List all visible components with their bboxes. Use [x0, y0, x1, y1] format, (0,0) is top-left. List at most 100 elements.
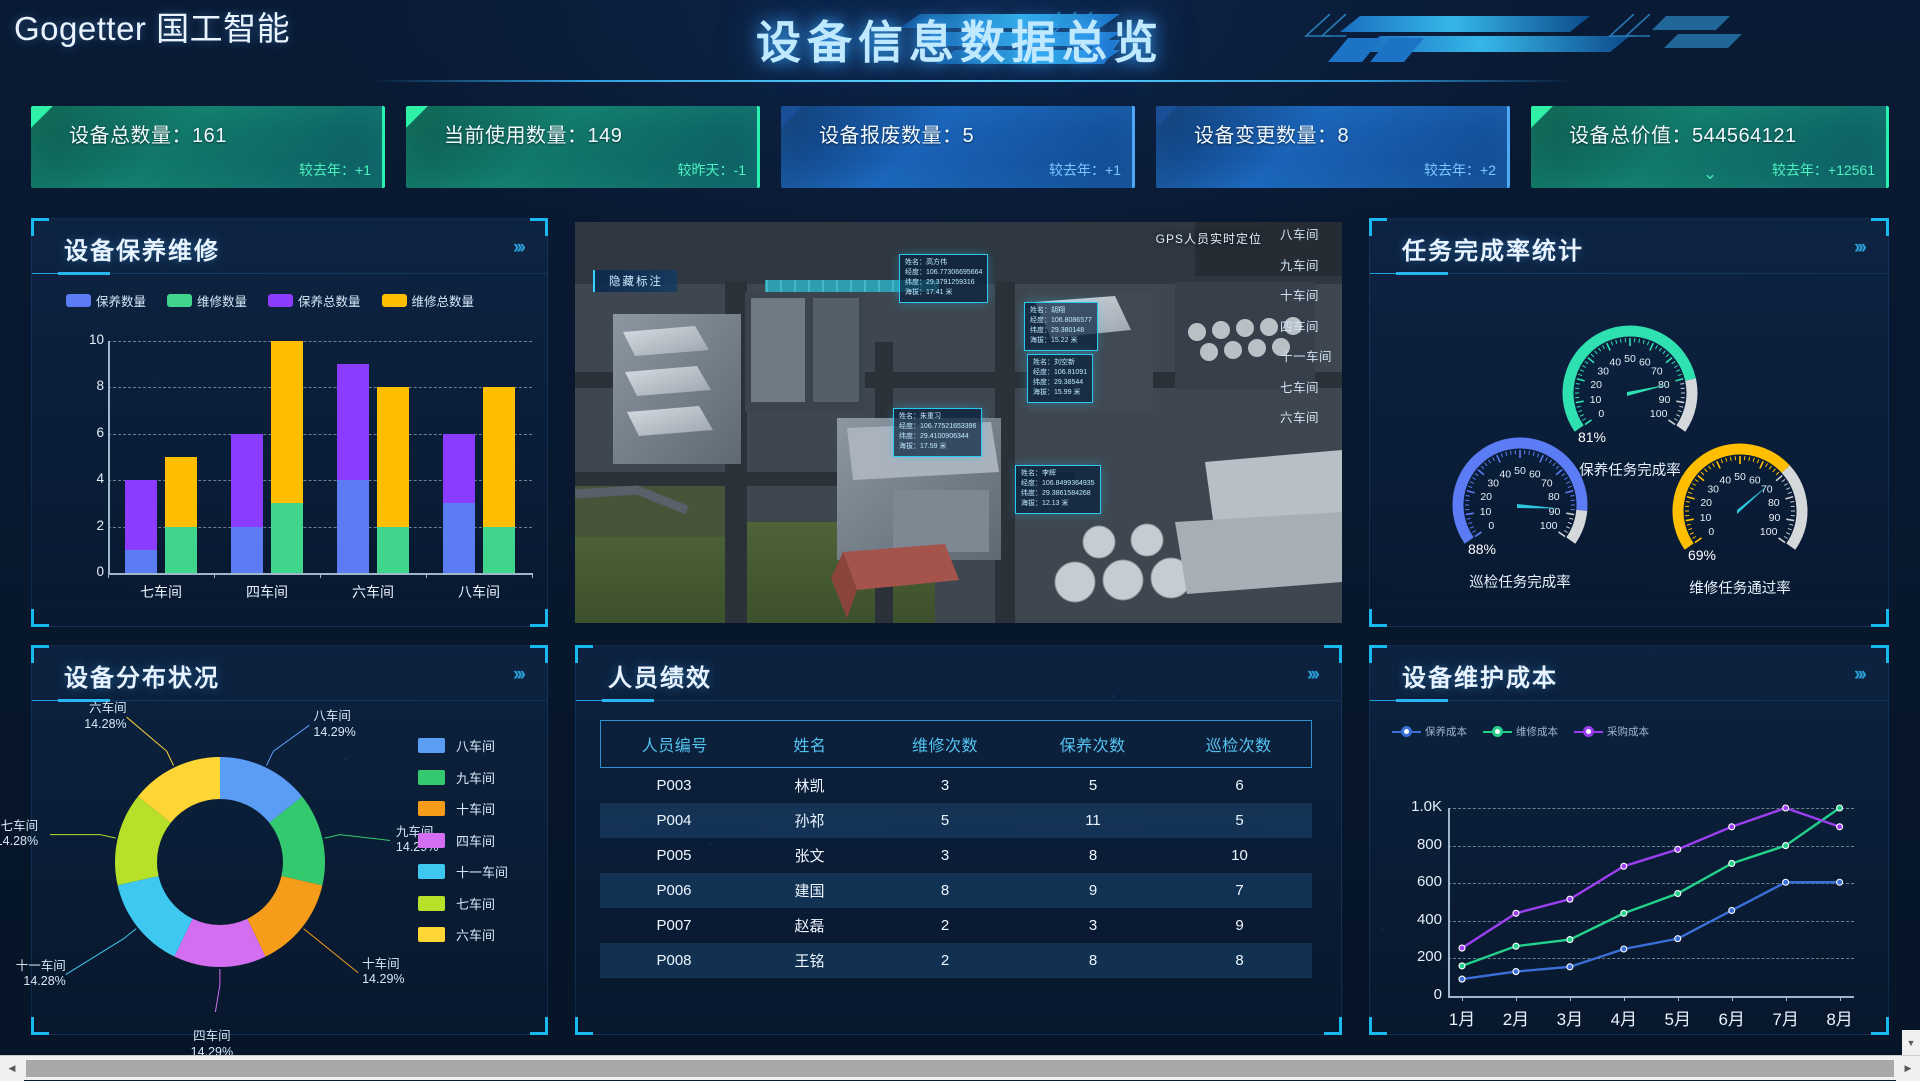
panel-more-button[interactable]: ››› — [1854, 237, 1864, 259]
legend-swatch — [418, 833, 445, 848]
card-edge-accent — [1507, 106, 1510, 188]
legend-item[interactable]: 十一车间 — [418, 862, 508, 881]
workshop-list-item[interactable]: 九车间 — [1280, 255, 1332, 274]
gauge-tick-label: 10 — [1700, 512, 1712, 524]
card-corner-accent — [1156, 106, 1178, 128]
panel-title: 人员绩效 — [608, 658, 712, 693]
table-cell: 3 — [871, 777, 1019, 794]
line-data-point — [1729, 907, 1735, 913]
y-axis-tick-label: 8 — [82, 378, 104, 393]
x-axis-tick — [426, 573, 427, 578]
table-cell: 10 — [1167, 847, 1312, 864]
scrollbar-thumb[interactable] — [26, 1060, 1894, 1077]
scroll-down-arrow-icon[interactable]: ▼ — [1902, 1030, 1920, 1055]
horizontal-scrollbar[interactable]: ◀ ▶ — [0, 1055, 1920, 1080]
workshop-list-item[interactable]: 八车间 — [1280, 224, 1332, 243]
x-axis-category-label: 七车间 — [121, 582, 201, 602]
kpi-delta: 较去年：+12561 — [1772, 160, 1875, 180]
legend-label: 四车间 — [456, 831, 495, 850]
legend-item[interactable]: 六车间 — [418, 925, 508, 944]
header-decoration-right — [1030, 0, 1790, 86]
header-decoration-left — [360, 0, 1120, 86]
chevron-down-icon[interactable]: ⌄ — [1703, 165, 1717, 182]
table-cell: 3 — [871, 847, 1019, 864]
legend-item[interactable]: 十车间 — [418, 799, 508, 818]
table-cell: 2 — [871, 917, 1019, 934]
table-column-header: 保养次数 — [1019, 732, 1167, 756]
workshop-list-item[interactable]: 七车间 — [1280, 377, 1332, 396]
table-cell: 8 — [1019, 847, 1167, 864]
line-data-point — [1729, 824, 1735, 830]
panel-more-button[interactable]: ››› — [1307, 664, 1317, 686]
scroll-right-arrow-icon[interactable]: ▶ — [1896, 1056, 1920, 1081]
line-data-point — [1621, 946, 1627, 952]
table-column-header: 人员编号 — [601, 732, 749, 756]
x-axis-category-label: 2月 — [1490, 1005, 1542, 1030]
panel-more-button[interactable]: ››› — [513, 664, 523, 686]
legend-item[interactable]: 七车间 — [418, 894, 508, 913]
gauge-tick-label: 60 — [1749, 474, 1761, 486]
legend-item[interactable]: 八车间 — [418, 736, 508, 755]
card-corner-accent — [781, 106, 803, 128]
corner-bracket-icon — [31, 1017, 49, 1035]
line-series-保养成本 — [1462, 882, 1840, 979]
line-data-point — [1837, 805, 1843, 811]
line-data-point — [1513, 910, 1519, 916]
line-data-point — [1513, 943, 1519, 949]
workshop-list-item[interactable]: 六车间 — [1280, 407, 1332, 426]
x-axis-category-label: 1月 — [1436, 1005, 1488, 1030]
workshop-list-item[interactable]: 十一车间 — [1280, 346, 1332, 365]
table-cell: 林凯 — [748, 775, 871, 796]
card-corner-accent — [31, 106, 53, 128]
table-cell: 2 — [871, 952, 1019, 969]
gauge-tick-label: 20 — [1700, 497, 1712, 509]
table-cell: 9 — [1167, 917, 1312, 934]
x-axis-tick — [1516, 996, 1517, 1001]
table-column-header: 维修次数 — [871, 732, 1019, 756]
kpi-card-changed[interactable]: 设备变更数量：8 较去年：+2 — [1156, 106, 1510, 188]
legend-item[interactable]: 九车间 — [418, 768, 508, 787]
panel-header: 设备分布状况 ››› — [32, 646, 547, 700]
hide-annotations-button[interactable]: 隐藏标注 — [593, 270, 677, 292]
card-corner-accent — [1531, 106, 1553, 128]
bar-segment-repair-count — [483, 527, 515, 573]
dashboard-root: Gogetter 国工智能 — [0, 0, 1920, 1055]
x-axis-category-label: 四车间 — [227, 582, 307, 602]
map-annotation-tooltip: 姓名：刘空新 经度：106.81091 纬度：29.38544 海拔：15.99… — [1027, 354, 1093, 403]
line-series-采购成本 — [1462, 808, 1840, 948]
card-edge-accent — [382, 106, 385, 188]
kpi-card-total-value[interactable]: 设备总价值：544564121 ⌄ 较去年：+12561 — [1531, 106, 1889, 188]
x-axis-category-label: 8月 — [1814, 1005, 1866, 1030]
y-axis-line — [108, 341, 110, 574]
line-data-point — [1837, 824, 1843, 830]
scroll-left-arrow-icon[interactable]: ◀ — [0, 1056, 24, 1081]
table-cell: P003 — [600, 777, 748, 794]
line-data-point — [1567, 937, 1573, 943]
kpi-card-in-use[interactable]: 当前使用数量：149 较昨天：-1 — [406, 106, 760, 188]
workshop-list-item[interactable]: 四车间 — [1280, 316, 1332, 335]
workshop-list-item[interactable]: 十车间 — [1280, 285, 1332, 304]
brand-title: Gogetter 国工智能 — [14, 2, 290, 50]
line-data-point — [1459, 963, 1465, 969]
table-cell: P004 — [600, 812, 748, 829]
kpi-card-total-equipment[interactable]: 设备总数量：161 较去年：+1 — [31, 106, 385, 188]
table-cell: 8 — [1019, 952, 1167, 969]
table-cell: 8 — [871, 882, 1019, 899]
header: Gogetter 国工智能 — [0, 0, 1920, 86]
bar-segment-repair-count — [165, 527, 197, 573]
kpi-card-scrapped[interactable]: 设备报废数量：5 较去年：+1 — [781, 106, 1135, 188]
table-cell: 5 — [1167, 812, 1312, 829]
legend-item[interactable]: 四车间 — [418, 831, 508, 850]
y-axis-tick-label: 2 — [82, 518, 104, 533]
kpi-title: 当前使用数量：149 — [444, 119, 622, 148]
gauge-tick-label: 0 — [1708, 526, 1714, 538]
gps-map-panel[interactable]: GPS人员实时定位 隐藏标注 姓名：高方伟 经度：106.77306695664… — [575, 222, 1342, 623]
